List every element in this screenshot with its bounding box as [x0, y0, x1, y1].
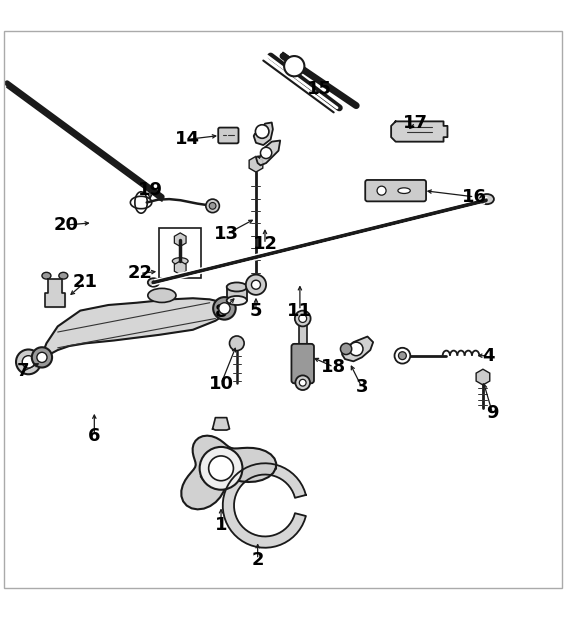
Circle shape — [377, 186, 386, 195]
Circle shape — [284, 56, 305, 76]
Circle shape — [206, 199, 220, 212]
Circle shape — [251, 280, 260, 289]
Circle shape — [299, 314, 307, 322]
Text: 20: 20 — [54, 216, 79, 234]
Text: 6: 6 — [88, 427, 101, 445]
Polygon shape — [342, 337, 373, 361]
Text: 13: 13 — [214, 225, 239, 243]
Text: 17: 17 — [403, 113, 428, 131]
Ellipse shape — [42, 272, 51, 279]
Text: 15: 15 — [307, 80, 332, 98]
Text: 12: 12 — [252, 235, 277, 253]
Text: 14: 14 — [175, 131, 200, 149]
Circle shape — [340, 344, 351, 355]
Circle shape — [349, 342, 363, 356]
Circle shape — [200, 447, 242, 490]
Text: 16: 16 — [462, 188, 487, 206]
Text: 21: 21 — [72, 274, 97, 292]
Text: 5: 5 — [250, 301, 262, 319]
Bar — [226, 287, 247, 300]
Text: 3: 3 — [355, 378, 368, 396]
Circle shape — [295, 311, 311, 326]
Circle shape — [209, 456, 233, 481]
Text: 8: 8 — [215, 303, 228, 321]
Polygon shape — [181, 436, 276, 509]
Circle shape — [299, 379, 306, 386]
Circle shape — [213, 297, 235, 319]
Ellipse shape — [226, 296, 247, 305]
Circle shape — [398, 352, 406, 360]
Polygon shape — [254, 123, 273, 145]
Bar — [159, 228, 201, 278]
Polygon shape — [213, 418, 229, 430]
Polygon shape — [256, 141, 280, 165]
Text: 10: 10 — [208, 375, 234, 393]
Circle shape — [209, 202, 216, 209]
Text: 4: 4 — [482, 347, 495, 365]
Polygon shape — [223, 463, 306, 548]
Ellipse shape — [59, 272, 68, 279]
Circle shape — [255, 125, 269, 138]
Ellipse shape — [148, 279, 159, 287]
Text: 7: 7 — [16, 363, 29, 381]
Bar — [299, 319, 307, 347]
Ellipse shape — [480, 194, 494, 204]
Circle shape — [260, 147, 272, 158]
Circle shape — [32, 347, 52, 368]
FancyBboxPatch shape — [365, 180, 426, 201]
Circle shape — [395, 348, 410, 363]
Circle shape — [37, 352, 47, 363]
Text: 18: 18 — [321, 358, 346, 376]
Circle shape — [295, 375, 310, 390]
Circle shape — [246, 275, 266, 295]
Ellipse shape — [172, 258, 188, 264]
FancyBboxPatch shape — [291, 344, 314, 383]
Ellipse shape — [398, 188, 410, 194]
Text: 11: 11 — [288, 301, 312, 319]
Circle shape — [22, 356, 35, 368]
Text: 22: 22 — [127, 264, 152, 282]
Polygon shape — [41, 298, 226, 358]
Text: 9: 9 — [486, 404, 499, 422]
Text: 19: 19 — [138, 181, 162, 199]
Text: 1: 1 — [215, 516, 228, 534]
Circle shape — [16, 350, 41, 374]
Text: 2: 2 — [251, 550, 264, 569]
Polygon shape — [45, 279, 65, 306]
FancyBboxPatch shape — [218, 128, 238, 144]
Ellipse shape — [226, 282, 247, 292]
Ellipse shape — [148, 288, 176, 303]
Circle shape — [229, 336, 244, 350]
Circle shape — [219, 303, 230, 314]
Polygon shape — [391, 121, 448, 142]
